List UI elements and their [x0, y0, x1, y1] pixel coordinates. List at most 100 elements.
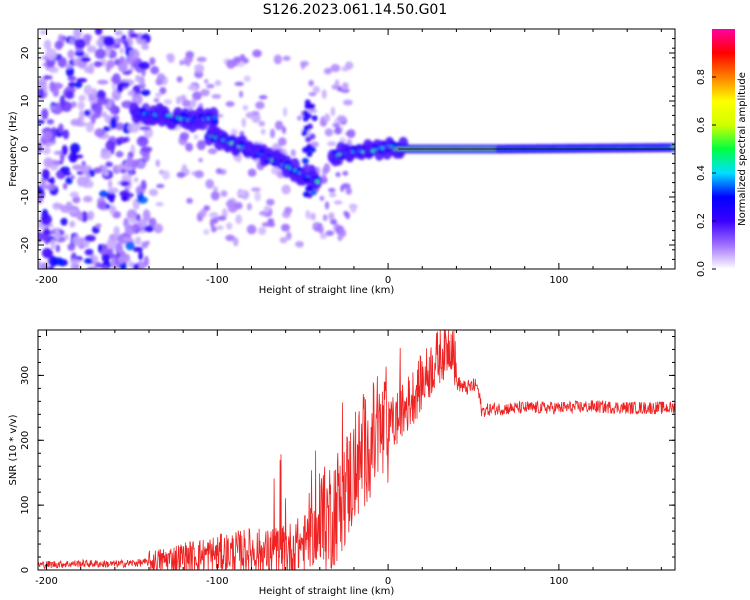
spectral-blob — [117, 61, 128, 73]
spectral-blob — [100, 152, 112, 160]
spectral-blob — [58, 123, 64, 133]
spectral-blob — [133, 177, 139, 183]
spectral-blob — [215, 168, 223, 175]
spectral-blob — [119, 190, 131, 198]
spectral-blob — [210, 226, 217, 233]
spectral-blob — [49, 255, 58, 268]
spectral-blob — [105, 204, 111, 209]
spectral-blob — [336, 115, 347, 123]
spectral-blob — [52, 202, 62, 210]
spectral-blob — [308, 92, 317, 97]
spectral-blob — [225, 101, 235, 107]
spectral-blob — [62, 182, 68, 190]
spectral-blob — [346, 129, 356, 139]
spectral-blob — [236, 62, 245, 67]
spectral-blob — [323, 113, 331, 122]
spectral-blob — [243, 75, 251, 82]
spectral-blob — [107, 187, 119, 194]
spectral-blob — [135, 74, 142, 83]
spectral-blob — [60, 217, 68, 226]
spectral-blob — [305, 136, 312, 143]
spectral-blob — [93, 61, 103, 68]
spectral-blob — [40, 262, 49, 269]
spectral-blob — [83, 66, 94, 74]
spectral-blob — [254, 191, 261, 202]
spectral-blob — [105, 140, 116, 151]
snr-y-tick-label: 100 — [20, 496, 31, 515]
spectral-blob — [68, 153, 78, 163]
spectral-blob — [126, 209, 138, 220]
spectral-blob — [258, 120, 265, 127]
spectral-blob — [252, 49, 262, 58]
spectral-blob — [94, 29, 103, 36]
spectral-blob — [318, 225, 324, 234]
spectral-blob — [113, 226, 120, 236]
spectral-blob — [120, 168, 127, 174]
spectral-blob — [225, 234, 236, 242]
spectral-blob — [140, 89, 151, 96]
spectral-blob — [148, 188, 159, 197]
spectral-blob — [279, 236, 288, 244]
snr-x-axis-label: Height of straight line (km) — [259, 586, 395, 597]
spectral-blob — [241, 117, 246, 128]
spectral-blob — [234, 201, 243, 210]
spectral-blob — [185, 57, 191, 67]
spectral-blob — [40, 213, 52, 226]
spectral-blob — [309, 133, 316, 140]
spectrogram-y-tick-label: -20 — [20, 237, 31, 253]
spectral-blob — [107, 180, 113, 188]
spectral-blob — [322, 214, 328, 222]
spectral-blob — [132, 246, 144, 253]
spectral-blob — [81, 160, 86, 167]
spectral-blob — [273, 54, 283, 65]
spectral-blob — [303, 125, 310, 132]
spectral-blob — [67, 49, 75, 59]
spectral-blob — [181, 99, 191, 108]
spectral-blob — [150, 66, 160, 75]
spectral-blob — [205, 179, 215, 189]
spectral-blob — [343, 210, 349, 217]
spectral-blob — [77, 100, 85, 111]
spectral-blob — [301, 130, 308, 137]
spectral-blob — [203, 78, 209, 84]
spectral-blob — [307, 185, 314, 192]
spectral-blob — [73, 29, 82, 39]
spectral-blob — [92, 167, 102, 174]
spectral-blob — [65, 66, 75, 78]
spectral-blob — [130, 159, 140, 168]
spectral-blob — [72, 235, 82, 246]
spectral-blob — [53, 150, 65, 156]
spectral-blob — [251, 110, 260, 116]
spectral-blob — [65, 63, 73, 69]
spectral-blob — [43, 39, 52, 51]
spectral-blob — [86, 266, 98, 269]
spectral-blob — [329, 192, 337, 198]
colorbar-tick-label: 0.0 — [696, 261, 707, 277]
spectral-blob — [74, 49, 85, 57]
spectral-blob — [335, 172, 341, 178]
spectral-blob — [69, 143, 81, 154]
spectral-blob — [323, 67, 332, 75]
spectral-blob — [155, 92, 162, 98]
spectral-blob — [140, 179, 147, 191]
spectral-blob — [138, 61, 151, 70]
spectral-blob — [40, 177, 47, 189]
spectral-blob — [65, 176, 73, 185]
spectral-blob — [226, 222, 233, 230]
spectral-blob — [74, 81, 83, 89]
snr-panel: -200 -100 0 100 0 100 200 300 Height of straight… — [8, 329, 676, 597]
spectral-blob — [304, 166, 311, 173]
spectral-blob — [83, 109, 91, 117]
spectral-blob — [303, 176, 310, 183]
spectral-blob — [266, 198, 275, 206]
spectral-blob — [250, 187, 261, 192]
spectral-blob — [304, 103, 311, 110]
spectral-blob — [70, 101, 77, 108]
spectral-blob — [42, 130, 53, 141]
spectral-blob — [209, 218, 215, 228]
spectral-blob — [101, 253, 111, 263]
spectral-blob — [296, 241, 302, 248]
snr-x-tick-label: 0 — [385, 576, 391, 587]
spectral-blob — [94, 262, 103, 268]
